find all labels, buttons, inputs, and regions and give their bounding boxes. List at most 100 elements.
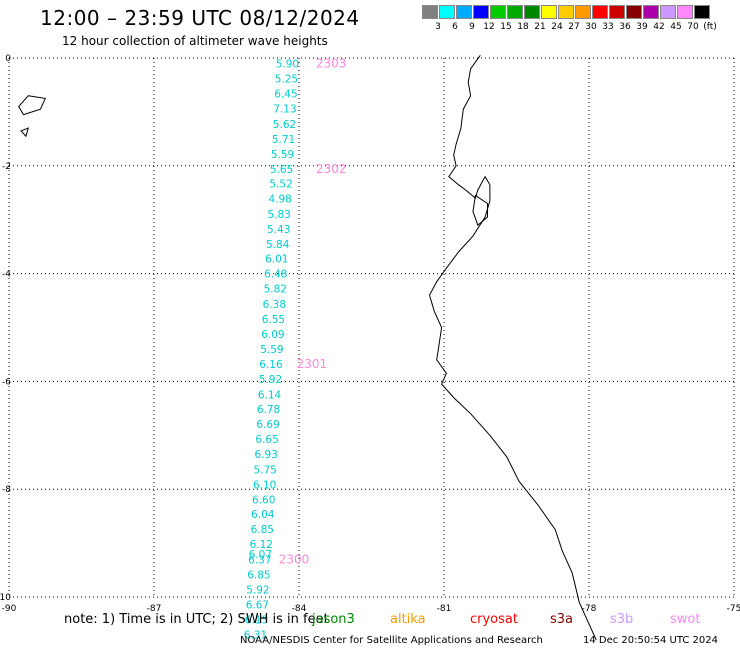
- scale-swatch: [507, 5, 523, 19]
- satellite-legend-item: swot: [670, 612, 701, 627]
- footer-timestamp: 14 Dec 20:50:54 UTC 2024: [583, 635, 718, 646]
- wave-height-value: 6.09: [261, 329, 284, 341]
- scale-label: 18: [517, 22, 529, 32]
- wave-height-value: 6.69: [256, 419, 279, 431]
- pass-time-label: 2303: [316, 56, 347, 70]
- wave-height-value: 6.45: [274, 89, 297, 101]
- satellite-legend-item: cryosat: [470, 612, 518, 627]
- wave-height-value: 6.37: [248, 554, 271, 566]
- pass-time-labels: 2303 2302 2301 2300: [279, 56, 347, 566]
- scale-label: 12: [483, 22, 495, 32]
- legend-note: note: 1) Time is in UTC; 2) SWH is in fe…: [64, 612, 329, 627]
- satellite-legend-item: jason3: [312, 612, 355, 627]
- scale-label: 70: [687, 22, 699, 32]
- wave-height-value: 5.84: [266, 239, 290, 251]
- map-subtitle: 12 hour collection of altimeter wave hei…: [62, 34, 328, 48]
- wave-height-value: 5.83: [267, 209, 290, 221]
- pass-time-label: 2302: [316, 162, 347, 176]
- wave-height-value: 6.85: [251, 524, 274, 536]
- wave-height-value: 6.60: [252, 494, 275, 506]
- scale-swatch: [456, 5, 472, 19]
- y-tick-label: 0: [5, 54, 11, 64]
- map-grid: [8, 57, 735, 598]
- scale-swatch: [422, 5, 438, 19]
- scale-swatch: [439, 5, 455, 19]
- satellite-legend-item: s3b: [610, 612, 634, 627]
- wave-height-value: 6.78: [257, 404, 280, 416]
- scale-swatch: [524, 5, 540, 19]
- island-outline: [472, 194, 488, 226]
- scale-label: 21: [534, 22, 546, 32]
- scale-label: 24: [551, 22, 563, 32]
- wave-height-value: 6.31: [244, 630, 267, 642]
- scale-label: 30: [585, 22, 597, 32]
- x-tick-label: -75: [727, 604, 740, 614]
- mainland-coastline: [428, 55, 597, 641]
- scale-swatch: [626, 5, 642, 19]
- wave-height-value: 6.38: [263, 299, 286, 311]
- wave-height-value: 6.14: [258, 389, 282, 401]
- wave-height-value: 6.48: [264, 269, 287, 281]
- coastline: [18, 55, 597, 641]
- scale-label: 15: [500, 22, 512, 32]
- y-tick-label: -10: [0, 593, 11, 603]
- wave-height-value: 5.71: [272, 134, 295, 146]
- wave-height-value: 5.62: [273, 119, 296, 131]
- pass-time-label: 2301: [297, 357, 328, 371]
- scale-label: 3: [435, 22, 441, 32]
- wave-height-value: 5.82: [264, 284, 287, 296]
- wave-height-value: 7.13: [273, 104, 296, 116]
- scale-swatch: [541, 5, 557, 19]
- scale-swatch: [694, 5, 710, 19]
- y-tick-label: -2: [2, 162, 11, 172]
- scale-label: 33: [602, 22, 614, 32]
- wave-height-value: 6.04: [251, 509, 275, 521]
- axis-tick-labels: -90 -87 -84 -81 -78 -75 0 -2 -4 -6 -8 -10: [0, 54, 740, 614]
- wave-height-value: 6.93: [254, 449, 277, 461]
- x-tick-label: -81: [437, 604, 452, 614]
- scale-swatch: [643, 5, 659, 19]
- wave-height-value: 6.65: [255, 434, 278, 446]
- x-tick-label: -78: [582, 604, 597, 614]
- y-tick-label: -4: [2, 270, 11, 280]
- scale-label: 6: [452, 22, 458, 32]
- y-tick-label: -8: [2, 485, 11, 495]
- map-title: 12:00 – 23:59 UTC 08/12/2024: [40, 6, 360, 30]
- wave-height-value: 6.85: [247, 569, 270, 581]
- scale-swatch: [575, 5, 591, 19]
- small-island-outline: [20, 127, 30, 138]
- wave-height-labels: 5.90 5.25 6.45 7.13 5.62 5.71 5.59 5.65 5.52 4.98…: [244, 58, 299, 641]
- wave-height-value: 5.90: [276, 58, 299, 70]
- wave-height-value: 5.52: [269, 179, 292, 191]
- scale-swatch: [660, 5, 676, 19]
- scale-label: 39: [636, 22, 648, 32]
- scale-label: 9: [469, 22, 475, 32]
- wave-height-value: 6.07: [249, 549, 272, 561]
- wave-height-value: 6.67: [246, 600, 269, 612]
- scale-swatch: [558, 5, 574, 19]
- wave-height-value: 6.55: [262, 314, 285, 326]
- scale-swatch: [677, 5, 693, 19]
- x-tick-label: -90: [2, 604, 17, 614]
- y-tick-label: -6: [2, 377, 11, 387]
- wave-height-value: 5.43: [267, 224, 290, 236]
- satellite-legend-item: s3a: [550, 612, 574, 627]
- wave-height-value: 5.75: [253, 464, 276, 476]
- wave-height-value: 5.25: [275, 73, 298, 85]
- wave-height-value: 5.92: [259, 374, 282, 386]
- scale-label: 36: [619, 22, 631, 32]
- pass-time-label: 2300: [279, 552, 310, 566]
- wave-height-value: 5.65: [270, 164, 293, 176]
- wave-height-value: 6.01: [265, 254, 288, 266]
- x-tick-label: -84: [292, 604, 307, 614]
- wave-height-value: 4.98: [268, 194, 291, 206]
- wave-height-value: 6.10: [253, 479, 276, 491]
- footer-credit: NOAA/NESDIS Center for Satellite Applica…: [240, 635, 543, 646]
- satellite-legend-item: altika: [390, 612, 426, 627]
- wave-height-value: 6.16: [259, 359, 283, 371]
- scale-swatch: [609, 5, 625, 19]
- scale-swatch: [473, 5, 489, 19]
- scale-swatch: [592, 5, 608, 19]
- wave-height-value: 6.12: [250, 539, 273, 551]
